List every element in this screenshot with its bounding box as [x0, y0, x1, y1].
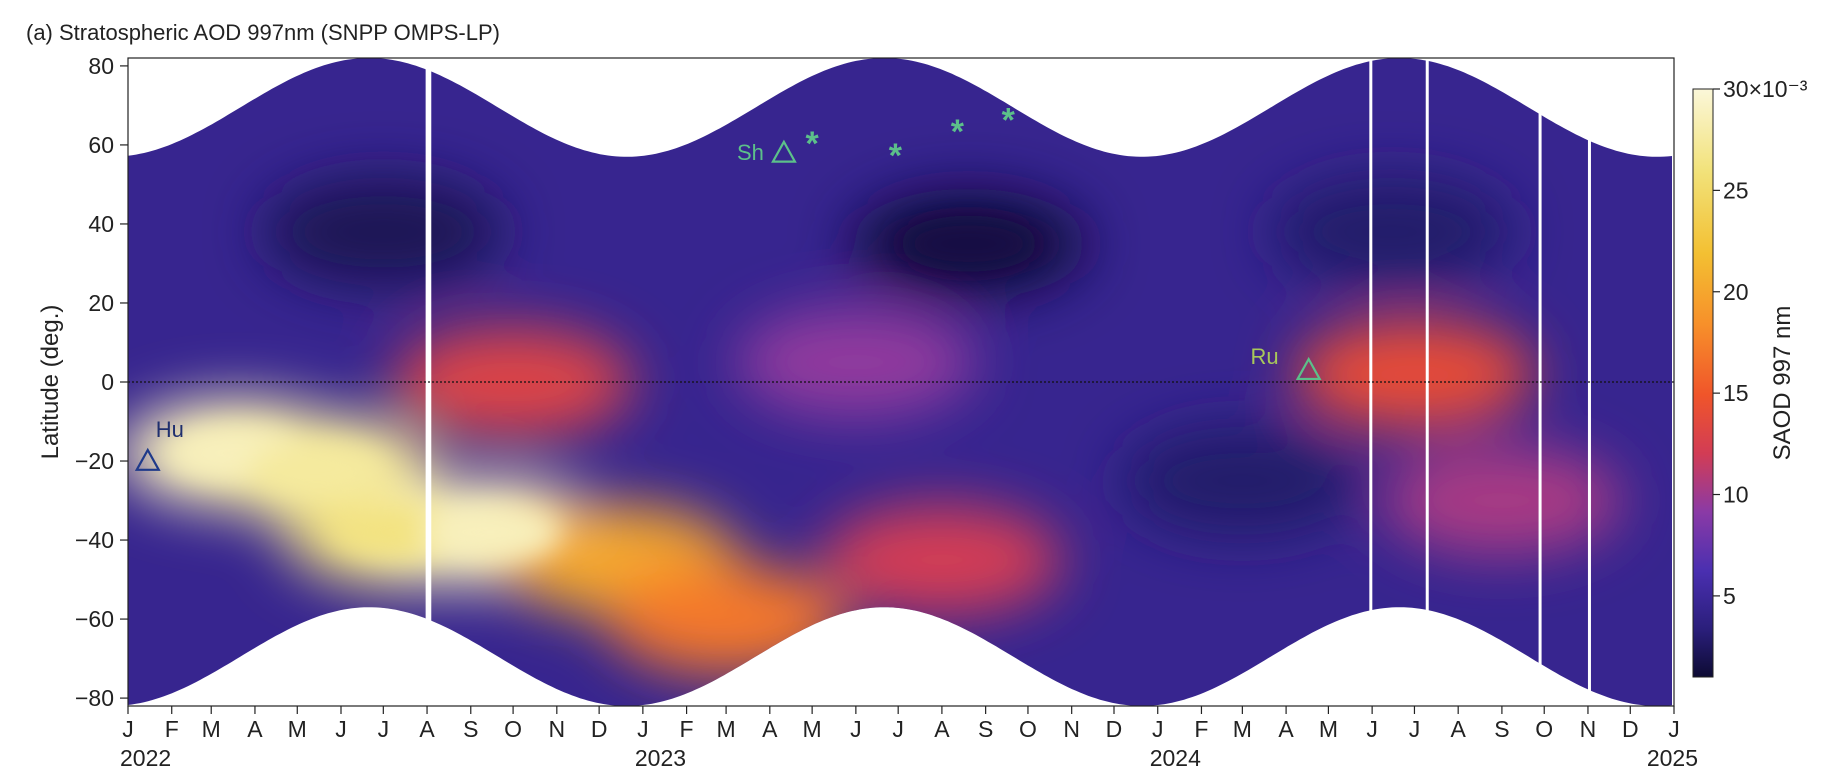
colorbar-tick-label: 10 [1723, 482, 1749, 508]
x-tick-label: J [892, 716, 904, 742]
heatmap-feature [1271, 176, 1512, 287]
y-tick-label: −20 [75, 448, 114, 474]
y-tick-label: −60 [75, 606, 114, 632]
x-tick-label: N [1063, 716, 1080, 742]
heatmap-feature [735, 307, 976, 418]
heatmap-core [247, 440, 388, 497]
colorbar-tick-label: 20 [1723, 279, 1749, 305]
y-tick-label: 80 [88, 53, 114, 79]
x-tick-label: J [637, 716, 649, 742]
x-tick-label: J [850, 716, 862, 742]
x-tick-label: N [549, 716, 566, 742]
eruption-label: Ru [1251, 344, 1279, 369]
data-gap [1369, 58, 1373, 706]
x-tick-label: J [1152, 716, 1164, 742]
x-year-label: 2025 [1647, 745, 1698, 771]
x-tick-label: J [1366, 716, 1378, 742]
colorbar-label: SAOD 997 nm [1769, 306, 1796, 461]
chart-title: (a) Stratospheric AOD 997nm (SNPP OMPS-L… [26, 20, 500, 45]
eruption-label: Sh [737, 140, 764, 165]
x-tick-label: M [1319, 716, 1338, 742]
heatmap-core-blobs [168, 215, 1039, 561]
heatmap-feature [1294, 319, 1535, 430]
x-tick-label: A [762, 716, 778, 742]
heatmap-core [898, 215, 1039, 272]
heatmap-core [420, 504, 561, 561]
y-axis: 80 60 40 20 0 −20 −40 −60 −80 [75, 53, 128, 711]
eruption-star-icon: * [951, 113, 965, 151]
heatmap-feature [1381, 445, 1622, 556]
x-tick-label: A [247, 716, 263, 742]
eruption-triangle-icon [1295, 356, 1322, 381]
annotations: Hu Sh Ru * * * * [134, 101, 1322, 471]
colorbar-tick-label: 15 [1723, 380, 1749, 406]
heatmap-feature [263, 176, 504, 287]
x-tick-label: D [1622, 716, 1639, 742]
x-tick-label: M [288, 716, 307, 742]
colorbar-ticks: 5 10 15 20 25 30×10⁻³ [1713, 76, 1808, 609]
y-tick-label: 60 [88, 132, 114, 158]
y-tick-label: 20 [88, 290, 114, 316]
eruption-triangle-icon [134, 447, 161, 471]
x-tick-label: M [717, 716, 736, 742]
x-tick-label: O [504, 716, 522, 742]
x-tick-label: S [463, 716, 478, 742]
x-tick-label: M [803, 716, 822, 742]
colorbar-tick-label: 25 [1723, 177, 1749, 203]
x-tick-label: J [1409, 716, 1421, 742]
y-axis-label: Latitude (deg.) [37, 305, 64, 460]
x-tick-label: F [165, 716, 179, 742]
x-tick-label: A [1278, 716, 1294, 742]
eruption-star-icon: * [1002, 101, 1016, 139]
x-tick-label: F [1194, 716, 1208, 742]
heatmap-feature [821, 504, 1062, 615]
x-tick-label: S [1494, 716, 1509, 742]
y-tick-label: 0 [101, 369, 114, 395]
x-tick-label: A [419, 716, 435, 742]
x-tick-label: J [1668, 716, 1680, 742]
x-tick-label: O [1019, 716, 1037, 742]
heatmap-field [128, 58, 1672, 706]
x-tick-label: D [1106, 716, 1123, 742]
x-year-label: 2024 [1150, 745, 1201, 771]
y-tick-label: −40 [75, 527, 114, 553]
colorbar [1692, 88, 1714, 678]
eruption-label: Hu [156, 417, 184, 442]
x-tick-label: D [591, 716, 608, 742]
x-tick-label: M [202, 716, 221, 742]
eruption-triangle-icon [771, 139, 797, 163]
x-tick-label: M [1233, 716, 1252, 742]
heatmap-feature [1122, 425, 1363, 536]
y-tick-label: −80 [75, 685, 114, 711]
x-tick-label: S [978, 716, 993, 742]
x-tick-label: J [378, 716, 390, 742]
eruption-star-icon: * [806, 125, 820, 163]
x-year-label: 2022 [120, 745, 171, 771]
x-tick-label: N [1580, 716, 1597, 742]
x-tick-label: J [122, 716, 134, 742]
x-year-label: 2023 [635, 745, 686, 771]
x-tick-label: O [1535, 716, 1553, 742]
colorbar-tick-label: 30×10⁻³ [1723, 76, 1808, 102]
x-tick-label: A [1451, 716, 1467, 742]
colorbar-tick-label: 5 [1723, 583, 1736, 609]
x-tick-label: F [680, 716, 694, 742]
x-tick-label: J [335, 716, 347, 742]
data-gap [1425, 58, 1429, 706]
y-tick-label: 40 [88, 211, 114, 237]
heatmap-feature [606, 564, 847, 675]
x-tick-label: A [934, 716, 950, 742]
eruption-star-icon: * [889, 137, 903, 175]
